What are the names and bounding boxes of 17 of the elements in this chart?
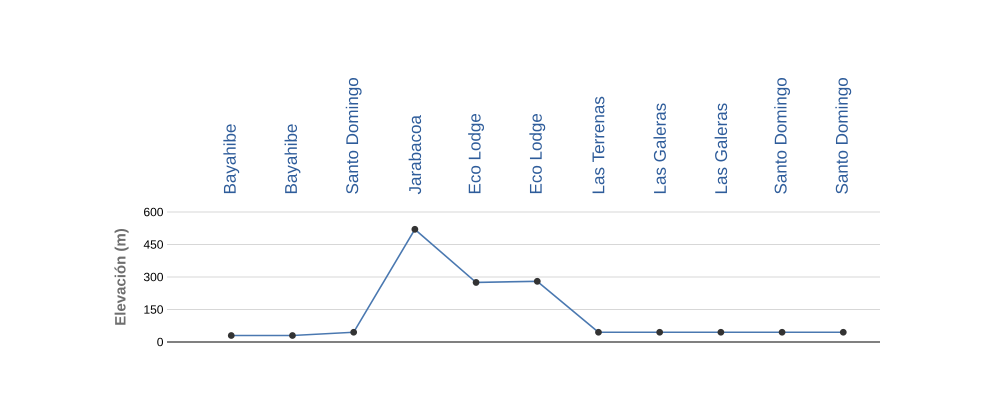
x-tick-label: Jarabacoa: [408, 115, 422, 194]
y-tick-label: 450: [144, 240, 163, 249]
y-tick-label: 150: [144, 305, 163, 314]
x-tick-label: Eco Lodge: [468, 114, 484, 194]
y-tick-label: 300: [144, 272, 163, 282]
x-tick-label: Eco Lodge: [529, 114, 546, 194]
x-tick-label: Las Galeras: [653, 103, 666, 194]
y-tick-label: 0: [157, 338, 164, 346]
x-tick-label: Las Galeras: [714, 103, 728, 194]
x-tick-label: Bayahibe: [284, 124, 300, 194]
x-tick-label: Bayahibe: [223, 124, 240, 194]
y-axis-title: Elevación (m): [114, 229, 129, 325]
x-tick-label: Las Terrenas: [592, 96, 604, 194]
y-tick-label: 600: [144, 208, 163, 216]
x-tick-label: Santo Domingo: [346, 78, 362, 194]
x-tick-label: Santo Domingo: [835, 78, 852, 194]
x-tick-label: Santo Domingo: [774, 78, 790, 194]
